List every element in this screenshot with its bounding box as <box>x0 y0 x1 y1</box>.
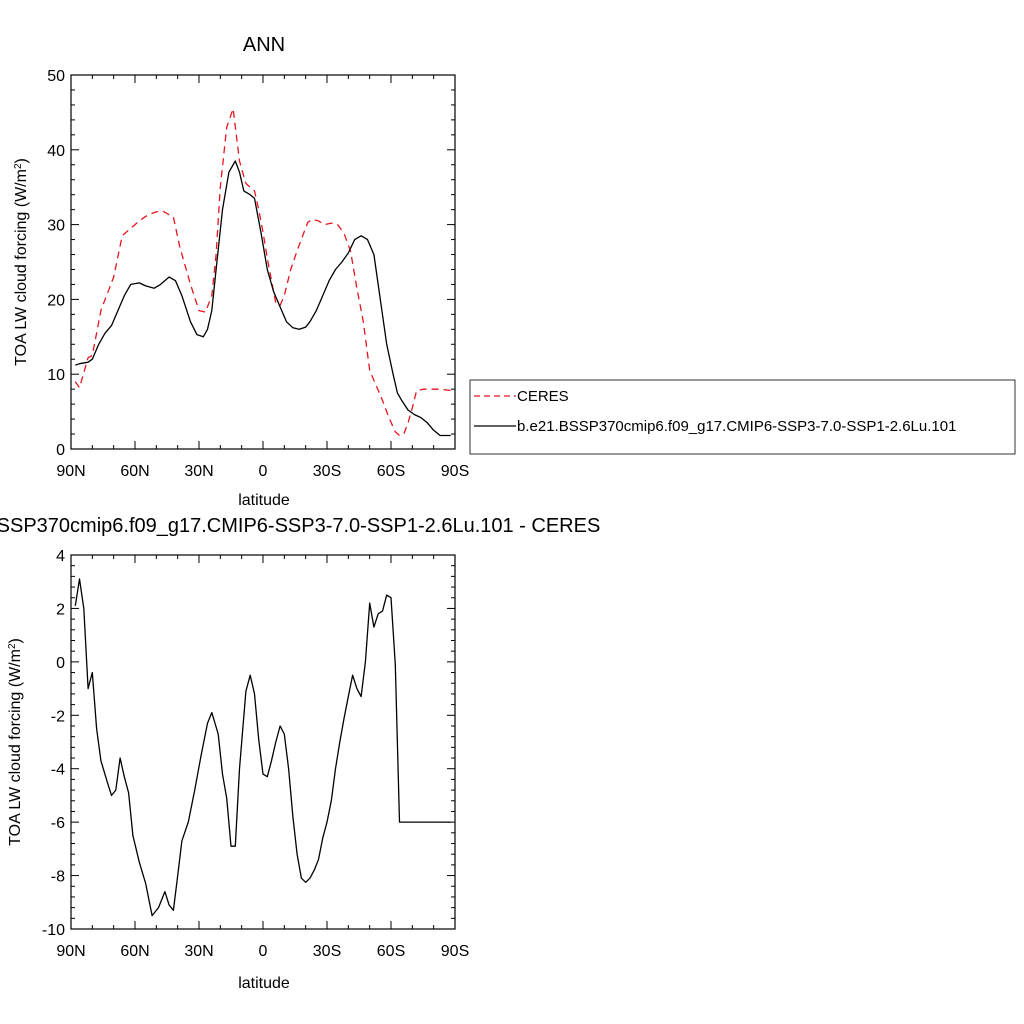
top-x-tick-label: 60N <box>120 463 149 480</box>
top-y-tick-label: 50 <box>47 68 65 85</box>
top-y-tick-label: 10 <box>47 367 65 384</box>
legend: CERES b.e21.BSSP370cmip6.f09_g17.CMIP6-S… <box>469 379 1016 455</box>
top-x-tick-label: 90S <box>441 463 469 480</box>
bottom-x-tick-label: 30N <box>184 943 213 960</box>
top-y-tick-label: 30 <box>47 218 65 235</box>
legend-label-ceres: CERES <box>517 388 569 405</box>
bottom-x-tick-label: 60N <box>120 943 149 960</box>
top-y-axis-title: TOA LW cloud forcing (W/m2) <box>13 158 31 366</box>
bottom-x-tick-label: 90N <box>56 943 85 960</box>
bottom-y-tick-label: -4 <box>51 762 65 779</box>
bottom-y-tick-label: -10 <box>42 922 65 939</box>
bottom-series-line-1 <box>74 578 451 917</box>
bottom-x-tick-label: 60S <box>377 943 405 960</box>
top-x-axis-title: latitude <box>238 492 290 509</box>
legend-box <box>469 379 1016 455</box>
bottom-x-tick-label: 30S <box>313 943 341 960</box>
bottom-panel: b.e21.BSSP370cmip6.f09_g17.CMIP6-SSP3-7.… <box>0 515 600 992</box>
bottom-plot-title: b.e21.BSSP370cmip6.f09_g17.CMIP6-SSP3-7.… <box>0 515 600 537</box>
bottom-y-tick-label: 2 <box>56 601 65 618</box>
top-panel: ANN 90N 60N 30N 0 30S 60S 90S 0 10 20 30 40 50 latit… <box>13 34 1016 509</box>
top-x-tick-label: 60S <box>377 463 405 480</box>
bottom-y-axis-title: TOA LW cloud forcing (W/m2) <box>7 638 25 846</box>
bottom-y-tick-label: 0 <box>56 655 65 672</box>
top-y-tick-label: 40 <box>47 143 65 160</box>
bottom-x-tick-label: 90S <box>441 943 469 960</box>
top-x-tick-label: 0 <box>259 463 268 480</box>
legend-label-model: b.e21.BSSP370cmip6.f09_g17.CMIP6-SSP3-7.… <box>517 418 956 435</box>
bottom-x-axis-title: latitude <box>238 975 290 992</box>
top-x-tick-label: 30N <box>184 463 213 480</box>
bottom-y-tick-label: 4 <box>56 548 65 565</box>
top-series-line-2 <box>75 160 451 437</box>
bottom-x-tick-label: 0 <box>259 943 268 960</box>
top-plot-title: ANN <box>243 34 285 56</box>
bottom-y-tick-label: -8 <box>51 869 65 886</box>
top-x-tick-label: 30S <box>313 463 341 480</box>
top-series-line-1 <box>74 108 453 437</box>
bottom-y-tick-label: -2 <box>51 708 65 725</box>
bottom-y-tick-label: -6 <box>51 815 65 832</box>
top-x-tick-label: 90N <box>56 463 85 480</box>
top-y-tick-label: 20 <box>47 292 65 309</box>
top-y-tick-label: 0 <box>56 442 65 459</box>
